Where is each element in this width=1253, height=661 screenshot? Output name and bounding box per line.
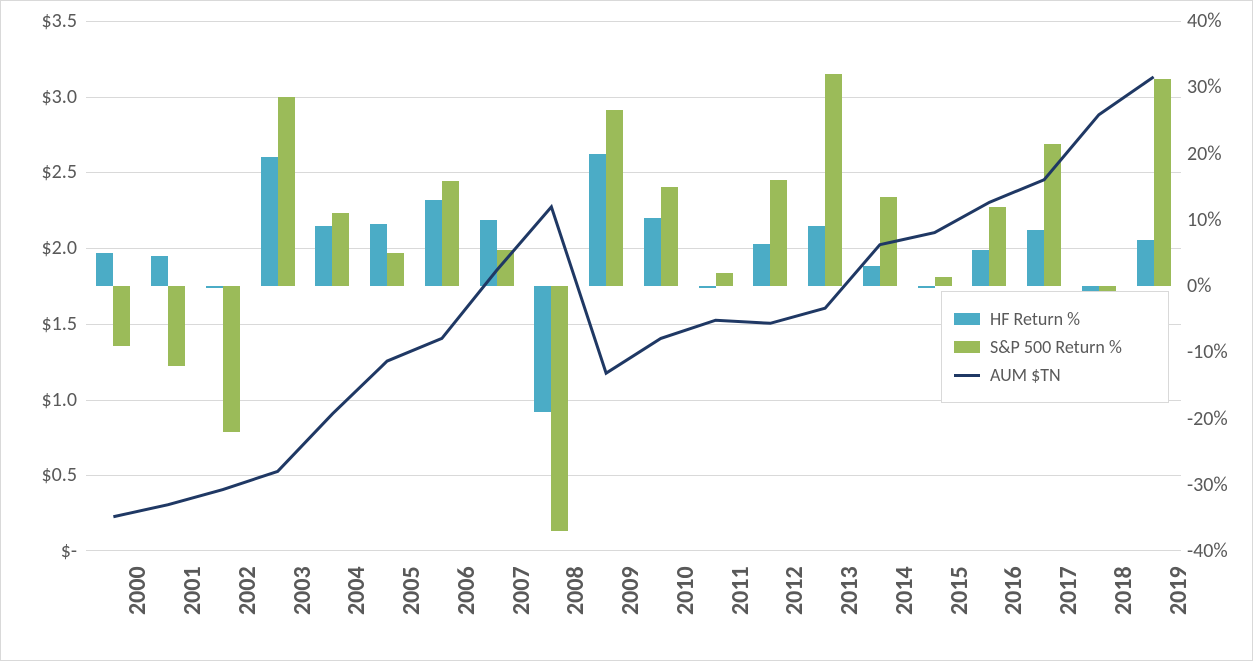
y-left-tick-label: $0.5 xyxy=(7,463,77,487)
legend-item-sp: S&P 500 Return % xyxy=(954,336,1156,358)
gridline xyxy=(86,21,1181,22)
bar-sp xyxy=(770,180,787,286)
line-overlay xyxy=(86,21,1181,550)
x-tick-label: 2016 xyxy=(999,566,1028,615)
bar-hf xyxy=(972,250,989,286)
legend-item-aum: AUM $TN xyxy=(954,364,1156,386)
plot-area xyxy=(86,21,1181,551)
bar-hf xyxy=(315,226,332,286)
bar-hf xyxy=(1137,240,1154,286)
bar-hf xyxy=(644,218,661,286)
bar-sp xyxy=(606,110,623,286)
y-right-tick-label: 0% xyxy=(1187,274,1247,298)
legend-label-aum: AUM $TN xyxy=(990,364,1061,386)
legend-label-hf: HF Return % xyxy=(990,308,1080,330)
y-right-tick-label: 20% xyxy=(1187,142,1247,166)
bar-sp xyxy=(551,286,568,531)
bar-hf xyxy=(808,226,825,286)
y-right-tick-label: 10% xyxy=(1187,208,1247,232)
legend-line-aum xyxy=(954,374,980,377)
bar-sp xyxy=(989,207,1006,287)
bar-sp xyxy=(223,286,240,432)
legend-swatch-sp xyxy=(954,341,980,353)
x-tick-label: 2012 xyxy=(780,566,809,615)
bar-hf xyxy=(370,224,387,286)
y-left-tick-label: $3.0 xyxy=(7,85,77,109)
x-tick-label: 2011 xyxy=(726,566,755,615)
bar-hf xyxy=(753,244,770,286)
bar-sp xyxy=(168,286,185,366)
legend-swatch-hf xyxy=(954,313,980,325)
x-tick-label: 2006 xyxy=(452,566,481,615)
bar-sp xyxy=(1044,144,1061,286)
bar-sp xyxy=(880,197,897,286)
gridline xyxy=(86,97,1181,98)
x-tick-label: 2000 xyxy=(123,566,152,615)
x-tick-label: 2002 xyxy=(233,566,262,615)
bar-sp xyxy=(387,253,404,286)
y-left-tick-label: $- xyxy=(7,539,77,563)
bar-sp xyxy=(442,181,459,286)
bar-hf xyxy=(534,286,551,412)
bar-hf xyxy=(96,253,113,286)
y-left-tick-label: $1.5 xyxy=(7,312,77,336)
y-left-tick-label: $1.0 xyxy=(7,388,77,412)
y-right-tick-label: -40% xyxy=(1187,539,1247,563)
x-tick-label: 2007 xyxy=(507,566,536,615)
y-left-tick-label: $2.5 xyxy=(7,160,77,184)
legend: HF Return % S&P 500 Return % AUM $TN xyxy=(941,291,1169,403)
y-left-tick-label: $3.5 xyxy=(7,9,77,33)
bar-sp xyxy=(716,273,733,286)
x-tick-label: 2018 xyxy=(1109,566,1138,615)
x-tick-label: 2010 xyxy=(671,566,700,615)
bar-hf xyxy=(589,154,606,287)
y-right-tick-label: -30% xyxy=(1187,473,1247,497)
y-right-tick-label: 40% xyxy=(1187,9,1247,33)
bar-hf xyxy=(206,286,223,288)
bar-hf xyxy=(1027,230,1044,286)
x-tick-label: 2015 xyxy=(945,566,974,615)
bar-sp xyxy=(661,187,678,286)
x-tick-label: 2003 xyxy=(288,566,317,615)
chart-container: HF Return % S&P 500 Return % AUM $TN $- $… xyxy=(0,0,1253,661)
bar-sp xyxy=(278,97,295,286)
bar-hf xyxy=(863,266,880,286)
bar-hf xyxy=(699,286,716,288)
x-tick-label: 2005 xyxy=(397,566,426,615)
legend-label-sp: S&P 500 Return % xyxy=(990,336,1122,358)
bar-sp xyxy=(113,286,130,346)
y-left-tick-label: $2.0 xyxy=(7,236,77,260)
x-tick-label: 2014 xyxy=(890,566,919,615)
x-tick-label: 2009 xyxy=(616,566,645,615)
bar-hf xyxy=(425,200,442,286)
gridline xyxy=(86,172,1181,173)
gridline xyxy=(86,248,1181,249)
gridline xyxy=(86,475,1181,476)
bar-hf xyxy=(918,286,935,288)
x-tick-label: 2017 xyxy=(1054,566,1083,615)
bar-sp xyxy=(497,250,514,286)
bar-sp xyxy=(332,213,349,286)
bar-sp xyxy=(825,74,842,286)
y-right-tick-label: 30% xyxy=(1187,75,1247,99)
x-tick-label: 2004 xyxy=(342,566,371,615)
x-tick-label: 2008 xyxy=(561,566,590,615)
y-right-tick-label: -20% xyxy=(1187,407,1247,431)
x-tick-label: 2013 xyxy=(835,566,864,615)
x-tick-label: 2001 xyxy=(178,566,207,615)
y-right-tick-label: -10% xyxy=(1187,340,1247,364)
legend-item-hf: HF Return % xyxy=(954,308,1156,330)
bar-hf xyxy=(261,157,278,286)
bar-sp xyxy=(935,277,952,286)
bar-hf xyxy=(151,256,168,286)
bar-sp xyxy=(1154,79,1171,286)
x-tick-label: 2019 xyxy=(1164,566,1193,615)
bar-hf xyxy=(480,220,497,286)
